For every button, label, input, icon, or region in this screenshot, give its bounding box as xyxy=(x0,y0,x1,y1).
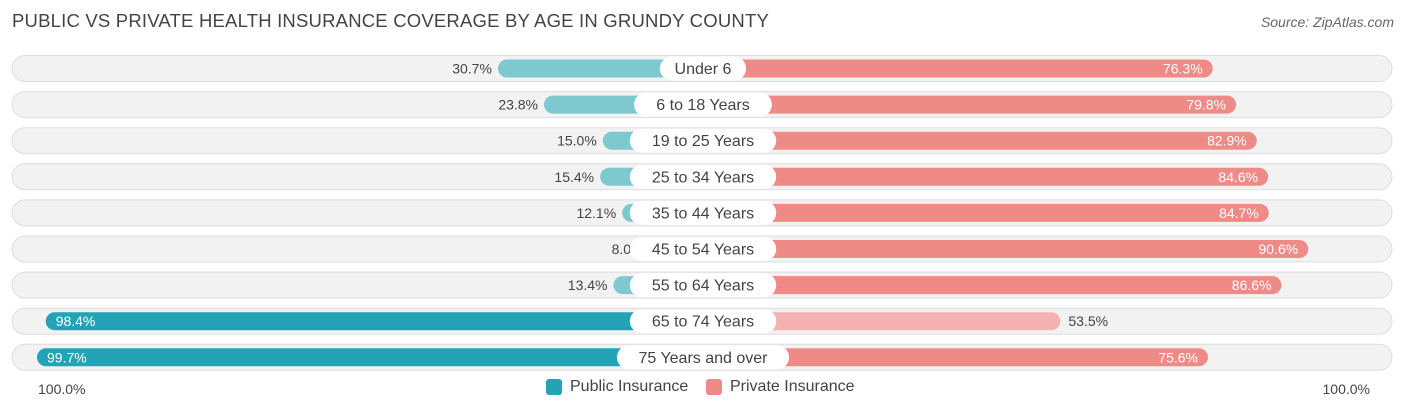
source-label: Source: ZipAtlas.com xyxy=(1260,14,1394,30)
category-pill xyxy=(659,56,747,81)
value-label-public: 12.1% xyxy=(576,205,616,221)
legend: Public Insurance Private Insurance xyxy=(0,378,1406,402)
value-label-private: 79.8% xyxy=(1186,97,1226,113)
category-pill xyxy=(629,273,777,298)
value-label-public: 23.8% xyxy=(498,97,538,113)
bar-private xyxy=(703,312,1061,331)
axis-left-label: 100.0% xyxy=(38,381,86,397)
category-label: Under 6 xyxy=(675,61,732,78)
value-label-public: 98.4% xyxy=(56,313,96,329)
value-label-public: 15.0% xyxy=(557,133,597,149)
value-label-public: 99.7% xyxy=(47,349,87,365)
category-label: 65 to 74 Years xyxy=(652,314,754,331)
category-pill xyxy=(629,164,777,189)
value-label-private: 82.9% xyxy=(1207,133,1247,149)
value-label-private: 90.6% xyxy=(1259,241,1299,257)
diverging-bar-chart: 30.7% 76.3% Under 6 23.8% 79.8% 6 to 18 Years… xyxy=(11,55,1393,371)
category-label: 35 to 44 Years xyxy=(652,205,754,222)
bar-public xyxy=(497,59,703,78)
category-label: 75 Years and over xyxy=(639,350,769,367)
value-label-private: 84.7% xyxy=(1219,205,1259,221)
category-label: 45 to 54 Years xyxy=(652,242,754,259)
legend-swatch-public xyxy=(546,379,562,395)
bar-private xyxy=(703,131,1257,150)
value-label-public: 15.4% xyxy=(554,169,594,185)
bar-private xyxy=(703,167,1269,186)
category-pill xyxy=(629,200,777,225)
category-label: 25 to 34 Years xyxy=(652,169,754,186)
legend-item-private: Private Insurance xyxy=(706,378,855,396)
category-label: 6 to 18 Years xyxy=(656,97,749,114)
value-label-private: 53.5% xyxy=(1068,313,1108,329)
category-pill xyxy=(629,128,777,153)
bar-private xyxy=(703,348,1209,367)
value-label-private: 86.6% xyxy=(1232,277,1272,293)
value-label-private: 75.6% xyxy=(1158,349,1198,365)
bar-public xyxy=(45,312,704,331)
value-label-private: 84.6% xyxy=(1218,169,1258,185)
legend-swatch-private xyxy=(706,379,722,395)
legend-label-public: Public Insurance xyxy=(570,378,689,395)
bar-private xyxy=(703,276,1282,295)
chart-title: PUBLIC VS PRIVATE HEALTH INSURANCE COVER… xyxy=(12,10,769,31)
category-pill xyxy=(629,309,777,334)
bar-private xyxy=(703,203,1269,222)
value-label-public: 30.7% xyxy=(452,61,492,77)
bar-private xyxy=(703,240,1309,258)
value-label-private: 76.3% xyxy=(1163,61,1203,77)
category-label: 19 to 25 Years xyxy=(652,133,754,150)
category-pill xyxy=(629,237,777,261)
value-label-public: 13.4% xyxy=(568,277,608,293)
category-pill xyxy=(616,345,790,370)
bar-private xyxy=(703,95,1237,114)
category-pill xyxy=(634,92,772,117)
axis-right-label: 100.0% xyxy=(1322,381,1370,397)
category-label: 55 to 64 Years xyxy=(652,278,754,295)
legend-label-private: Private Insurance xyxy=(730,378,855,395)
legend-item-public: Public Insurance xyxy=(546,378,688,396)
bar-private xyxy=(703,59,1213,78)
bar-public xyxy=(37,348,703,367)
